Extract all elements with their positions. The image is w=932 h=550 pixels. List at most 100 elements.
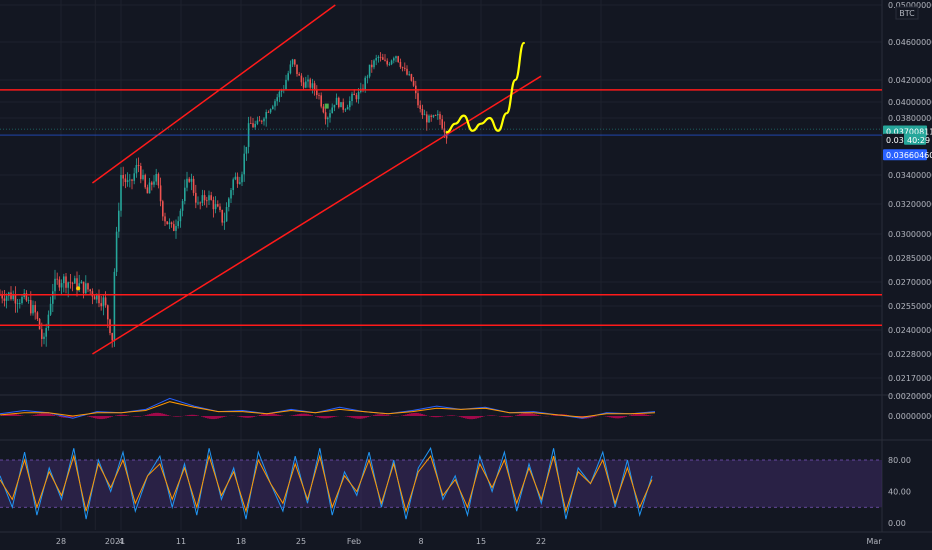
candle-body xyxy=(437,114,439,116)
candle-body xyxy=(388,64,391,66)
candle-body xyxy=(166,221,168,225)
candle-body xyxy=(67,282,69,288)
candle-body xyxy=(25,293,28,301)
candle-body xyxy=(375,58,377,61)
candle-body xyxy=(135,165,138,174)
candle-body xyxy=(406,68,408,75)
price-tick-label: 0.03000000 xyxy=(888,230,932,239)
time-tick-label: 8 xyxy=(418,537,423,546)
candle-body xyxy=(195,192,197,203)
marker-dot xyxy=(76,286,81,291)
stoch-rsi-pane[interactable]: 80.00 40.00 0.00 xyxy=(0,446,911,528)
macd-line xyxy=(0,397,656,419)
candle-body xyxy=(329,113,331,118)
channel-trend-line[interactable] xyxy=(91,4,336,184)
candle-body xyxy=(311,83,314,88)
candle-body xyxy=(82,281,85,294)
candle-body xyxy=(280,90,283,92)
candle-body xyxy=(89,289,91,292)
candle-body xyxy=(234,176,237,180)
candle-body xyxy=(223,221,226,223)
candle-body xyxy=(384,59,386,61)
candle-body xyxy=(131,179,133,181)
price-tick-label: 0.02170000 xyxy=(888,374,932,383)
candle-body xyxy=(58,279,61,288)
candle-body xyxy=(322,106,325,113)
time-tick-label: 28 xyxy=(56,537,66,546)
candle-body xyxy=(87,283,89,290)
candle-body xyxy=(243,153,245,175)
price-tick-label: 0.04200000 xyxy=(888,76,932,85)
candle-body xyxy=(188,178,190,182)
candle-body xyxy=(184,187,186,202)
candle-body xyxy=(133,173,135,181)
candle-body xyxy=(386,60,388,65)
candle-body xyxy=(93,296,96,300)
time-tick-label: 18 xyxy=(236,537,246,546)
macd-pane[interactable]: 0.00200000 0.00000000 xyxy=(0,392,932,421)
candle-body xyxy=(324,112,327,120)
candle-body xyxy=(250,123,252,124)
candle-body xyxy=(49,303,52,315)
price-tick-label: 0.02280000 xyxy=(888,350,932,359)
channel-trend-line[interactable] xyxy=(92,75,542,355)
candle-body xyxy=(443,128,446,133)
candle-body xyxy=(173,224,175,231)
candle-body xyxy=(298,73,300,76)
candle-body xyxy=(10,292,12,300)
candle-body xyxy=(439,114,441,120)
candle-body xyxy=(214,204,217,210)
candle-body xyxy=(36,312,39,319)
candle-body xyxy=(412,80,415,86)
candle-body xyxy=(179,210,182,222)
projection-path[interactable] xyxy=(445,41,525,134)
macd-tick-label: 0.00200000 xyxy=(888,392,932,401)
candle-body xyxy=(316,90,318,96)
candle-body xyxy=(85,283,87,294)
price-tick-label: 0.04000000 xyxy=(888,98,932,107)
candle-body xyxy=(159,185,162,202)
candle-body xyxy=(14,295,17,304)
candle-body xyxy=(393,58,395,61)
candle-body xyxy=(371,64,373,68)
signal-line xyxy=(0,401,656,418)
candle-body xyxy=(115,231,118,272)
candle-body xyxy=(399,61,402,68)
candle-body xyxy=(351,93,353,102)
candle-body xyxy=(69,282,72,284)
candle-body xyxy=(60,283,63,288)
candle-body xyxy=(230,190,232,199)
price-tick-label: 0.02700000 xyxy=(888,278,932,287)
stoch-d-line xyxy=(0,454,653,514)
candle-body xyxy=(410,74,413,81)
candle-body xyxy=(120,175,122,211)
candle-body xyxy=(305,81,307,88)
candle-body xyxy=(63,276,65,284)
candle-body xyxy=(181,201,184,211)
candle-body xyxy=(344,109,347,111)
price-tag-label: 0.03660460 xyxy=(886,151,932,160)
candle-body xyxy=(144,175,146,188)
price-tag-last xyxy=(883,125,927,137)
candle-body xyxy=(30,300,32,314)
candle-body xyxy=(417,93,419,106)
candle-body xyxy=(346,107,349,110)
candle-body xyxy=(377,56,380,59)
candle-body xyxy=(142,175,144,180)
candle-body xyxy=(228,198,230,208)
time-tick-label: 11 xyxy=(176,537,186,546)
candle-body xyxy=(278,91,281,98)
price-axis[interactable]: 0.05000000 0.04600000 0.04200000 0.04000000… xyxy=(888,1,932,383)
candle-body xyxy=(122,175,124,179)
candle-body xyxy=(177,221,179,227)
candle-body xyxy=(21,296,23,304)
candle-body xyxy=(245,146,248,154)
candle-body xyxy=(254,123,256,128)
candle-body xyxy=(52,291,54,304)
candle-body xyxy=(285,79,287,90)
candle-body xyxy=(71,282,74,284)
price-pane[interactable] xyxy=(0,4,882,355)
